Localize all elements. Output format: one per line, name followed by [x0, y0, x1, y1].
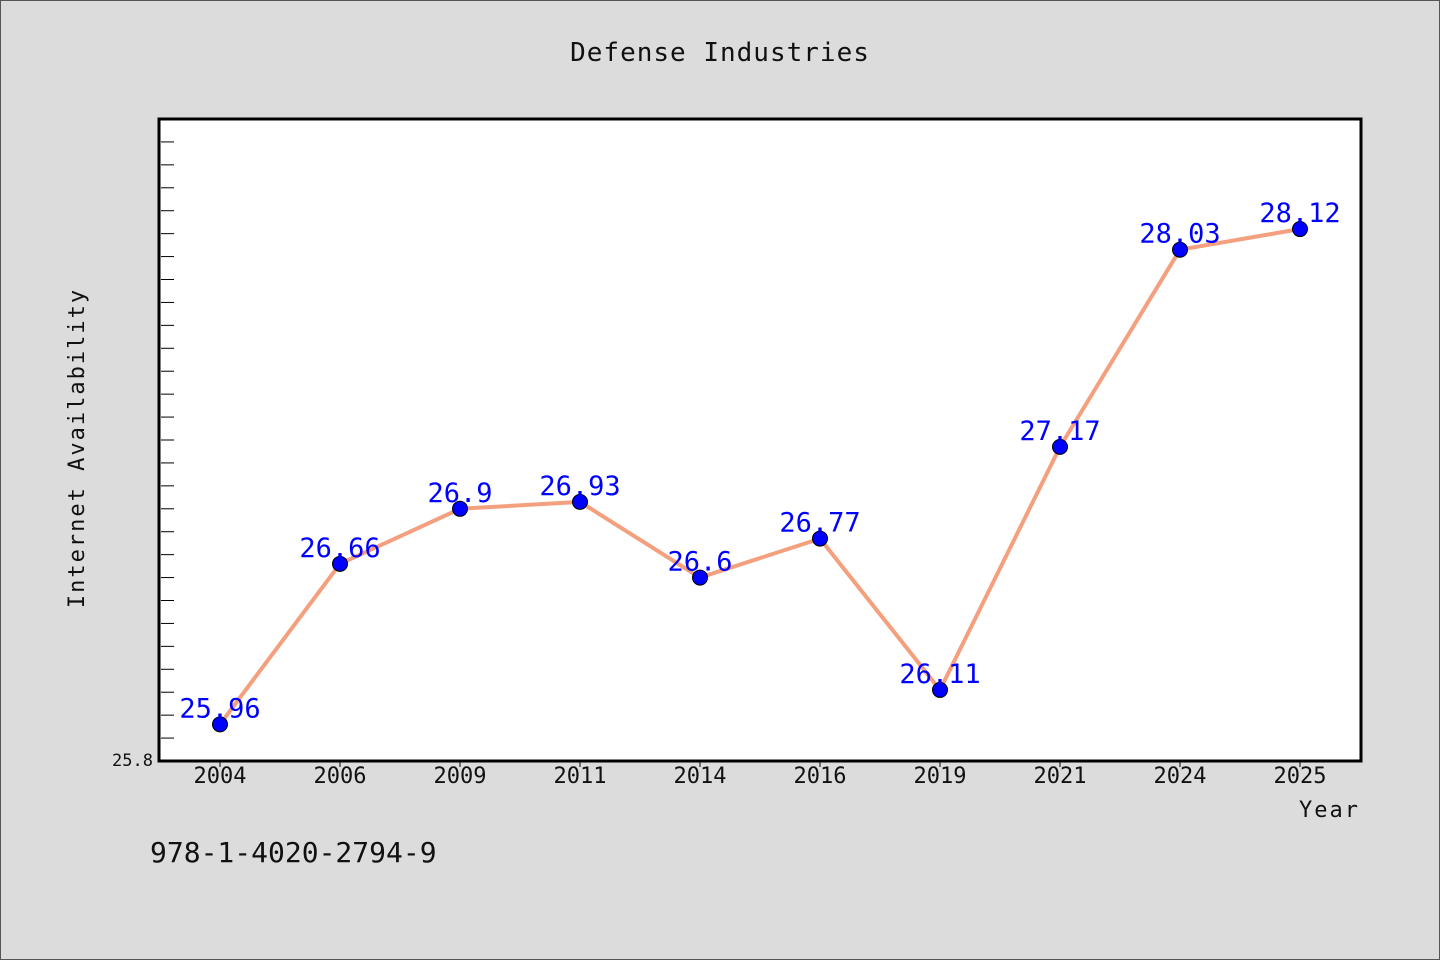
data-label: 26.93	[539, 471, 620, 502]
data-label: 26.9	[427, 478, 492, 509]
data-label: 26.77	[779, 508, 860, 539]
x-tick-label: 2019	[914, 764, 967, 789]
plot-area	[157, 117, 1363, 763]
data-markers	[212, 221, 1308, 733]
data-point	[1172, 241, 1188, 258]
data-label: 28.12	[1259, 198, 1340, 229]
x-tick-label: 2025	[1274, 764, 1327, 789]
y-axis-ticks	[161, 141, 174, 739]
x-axis-ticks: 2004 2006 2009 2011 2014 2016 2019 2021 2024 2025	[194, 761, 1327, 789]
data-label: 26.11	[899, 659, 980, 690]
data-point	[932, 681, 948, 698]
data-label: 25.96	[179, 693, 260, 724]
series-line-group	[218, 227, 1301, 726]
y-axis-label: Internet Availability	[65, 288, 90, 608]
x-tick-label: 2016	[794, 764, 847, 789]
data-label: 26.66	[299, 533, 380, 564]
x-tick-label: 2004	[194, 764, 247, 789]
x-tick-label: 2009	[434, 764, 487, 789]
data-label: 27.17	[1019, 416, 1100, 447]
data-point	[692, 569, 708, 586]
chart-title: Defense Industries	[570, 38, 870, 68]
series-line	[218, 227, 1301, 726]
x-tick-label: 2006	[314, 764, 367, 789]
data-point	[452, 500, 468, 517]
data-labels: 25.96 26.66 26.9 26.93 26.6 26.77 26.11 27.17 28…	[179, 198, 1340, 724]
data-point	[1052, 438, 1068, 455]
x-tick-label: 2011	[554, 764, 607, 789]
data-point	[572, 493, 588, 510]
data-label: 28.03	[1139, 219, 1220, 250]
isbn-text: 978-1-4020-2794-9	[150, 836, 437, 869]
data-point	[812, 530, 828, 547]
data-point	[1292, 221, 1308, 238]
x-tick-label: 2014	[674, 764, 727, 789]
data-label: 26.6	[667, 547, 732, 578]
x-tick-label: 2024	[1154, 764, 1207, 789]
x-axis-label: Year	[1299, 798, 1360, 823]
data-point	[212, 716, 228, 733]
x-tick-label: 2021	[1034, 764, 1087, 789]
y-tick-label: 25.8	[112, 751, 153, 771]
data-point	[332, 555, 348, 572]
